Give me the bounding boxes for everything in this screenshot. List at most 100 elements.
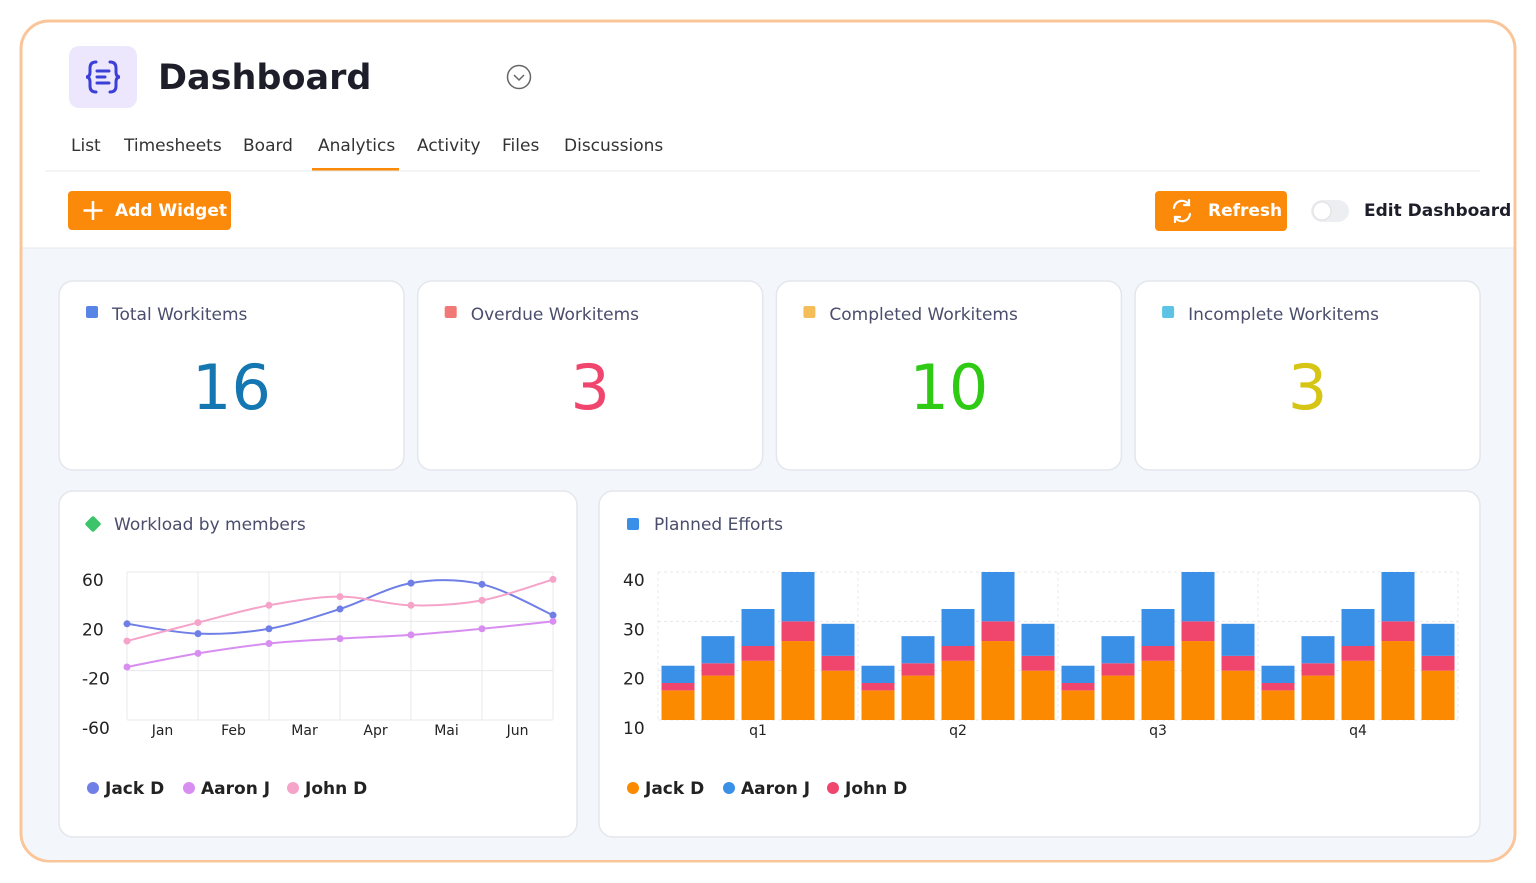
y-tick-label: -20 — [82, 670, 110, 690]
x-tick-label: q1 — [749, 723, 767, 739]
bar-segment — [661, 690, 695, 720]
stat-icon — [86, 306, 98, 318]
bar-segment — [1261, 690, 1295, 720]
bar-segment — [1381, 641, 1415, 720]
x-tick-label: q4 — [1349, 723, 1367, 739]
bar-segment — [821, 670, 855, 720]
stat-card — [1134, 280, 1481, 471]
legend-label[interactable]: Jack D — [104, 779, 164, 799]
legend-label[interactable]: John D — [844, 779, 907, 799]
bar-segment — [1261, 665, 1295, 683]
bar-segment — [1341, 609, 1375, 646]
point — [549, 617, 557, 625]
legend-label[interactable]: John D — [304, 779, 367, 799]
tab[interactable]: Timesheets — [123, 136, 222, 156]
tab[interactable]: Files — [502, 136, 539, 156]
bar-segment — [821, 623, 855, 656]
chevron — [513, 74, 525, 82]
tab[interactable]: Analytics — [318, 136, 395, 156]
toggle-knob — [1312, 201, 1332, 221]
stat-icon — [803, 306, 816, 318]
point — [407, 631, 415, 639]
tab[interactable]: Discussions — [564, 136, 663, 156]
stat-card — [416, 280, 764, 471]
bar-segment — [1061, 690, 1095, 720]
bar-segment — [1301, 675, 1335, 720]
x-tick-label: Feb — [221, 723, 246, 739]
bar-segment — [1021, 655, 1055, 671]
refresh-label: Refresh — [1208, 201, 1282, 221]
legend-label[interactable]: Aaron J — [741, 779, 810, 799]
stat-value: 16 — [192, 351, 271, 424]
point — [123, 620, 131, 628]
bar-segment — [941, 646, 975, 661]
bar-segment — [1141, 660, 1175, 720]
y-tick-label: -60 — [82, 719, 110, 739]
app-icon-glyph — [85, 60, 121, 94]
point — [265, 601, 273, 609]
point — [407, 579, 415, 587]
bar-segment — [901, 663, 935, 676]
chart-title: Workload by members — [114, 515, 306, 535]
bar-segment — [1421, 655, 1455, 671]
bar-segment — [941, 660, 975, 720]
point — [336, 605, 344, 613]
bar-segment — [981, 621, 1015, 642]
tab[interactable]: List — [71, 136, 101, 156]
bar-segment — [1301, 663, 1335, 676]
point — [194, 619, 202, 627]
bar-segment — [701, 663, 735, 676]
bar-segment — [1141, 646, 1175, 661]
legend-label[interactable]: Aaron J — [201, 779, 270, 799]
bar-segment — [1181, 641, 1215, 720]
legend-swatch — [627, 782, 639, 794]
point — [194, 649, 202, 657]
point — [549, 575, 557, 583]
add-widget-button[interactable] — [68, 191, 231, 230]
bar-segment — [981, 641, 1015, 720]
active-tab-underline — [312, 168, 399, 171]
tab[interactable]: Board — [243, 136, 293, 156]
legend-swatch — [287, 782, 299, 794]
point — [407, 601, 415, 609]
tab[interactable]: Activity — [417, 136, 481, 156]
bar-segment — [781, 641, 815, 720]
stat-card — [775, 280, 1123, 471]
point — [265, 640, 273, 648]
x-tick-label: q3 — [1149, 723, 1167, 739]
bar-segment — [1181, 572, 1215, 622]
point — [265, 625, 273, 633]
legend-label[interactable]: Jack D — [644, 779, 704, 799]
edit-dashboard-label: Edit Dashboard — [1364, 201, 1511, 221]
bar-segment — [1221, 670, 1255, 720]
bar-segment — [1141, 609, 1175, 646]
chart-card — [58, 490, 578, 838]
bar-segment — [661, 683, 695, 691]
title-dropdown[interactable] — [506, 64, 532, 90]
bar-segment — [701, 636, 735, 664]
y-tick-label: 20 — [82, 620, 104, 640]
point — [478, 580, 486, 588]
point — [478, 625, 486, 633]
bar-segment — [861, 665, 895, 683]
point — [549, 611, 557, 619]
bar-segment — [1221, 623, 1255, 656]
bar-segment — [781, 572, 815, 622]
stat-label: Overdue Workitems — [471, 305, 639, 325]
stat-icon — [1162, 306, 1175, 318]
bar-segment — [1221, 655, 1255, 671]
stat-label: Total Workitems — [111, 305, 248, 325]
y-tick-label: 20 — [623, 670, 645, 690]
x-tick-label: Mai — [434, 723, 459, 739]
stat-value: 3 — [570, 351, 609, 424]
bar-segment — [861, 690, 895, 720]
legend-swatch — [827, 782, 839, 794]
y-tick-label: 60 — [82, 571, 104, 591]
tab-bar: List Timesheets Board Analytics Activity File… — [71, 136, 663, 171]
bar-segment — [901, 636, 935, 664]
x-tick-label: Jun — [506, 723, 529, 739]
bar-segment — [1341, 646, 1375, 661]
bar-segment — [1101, 636, 1135, 664]
